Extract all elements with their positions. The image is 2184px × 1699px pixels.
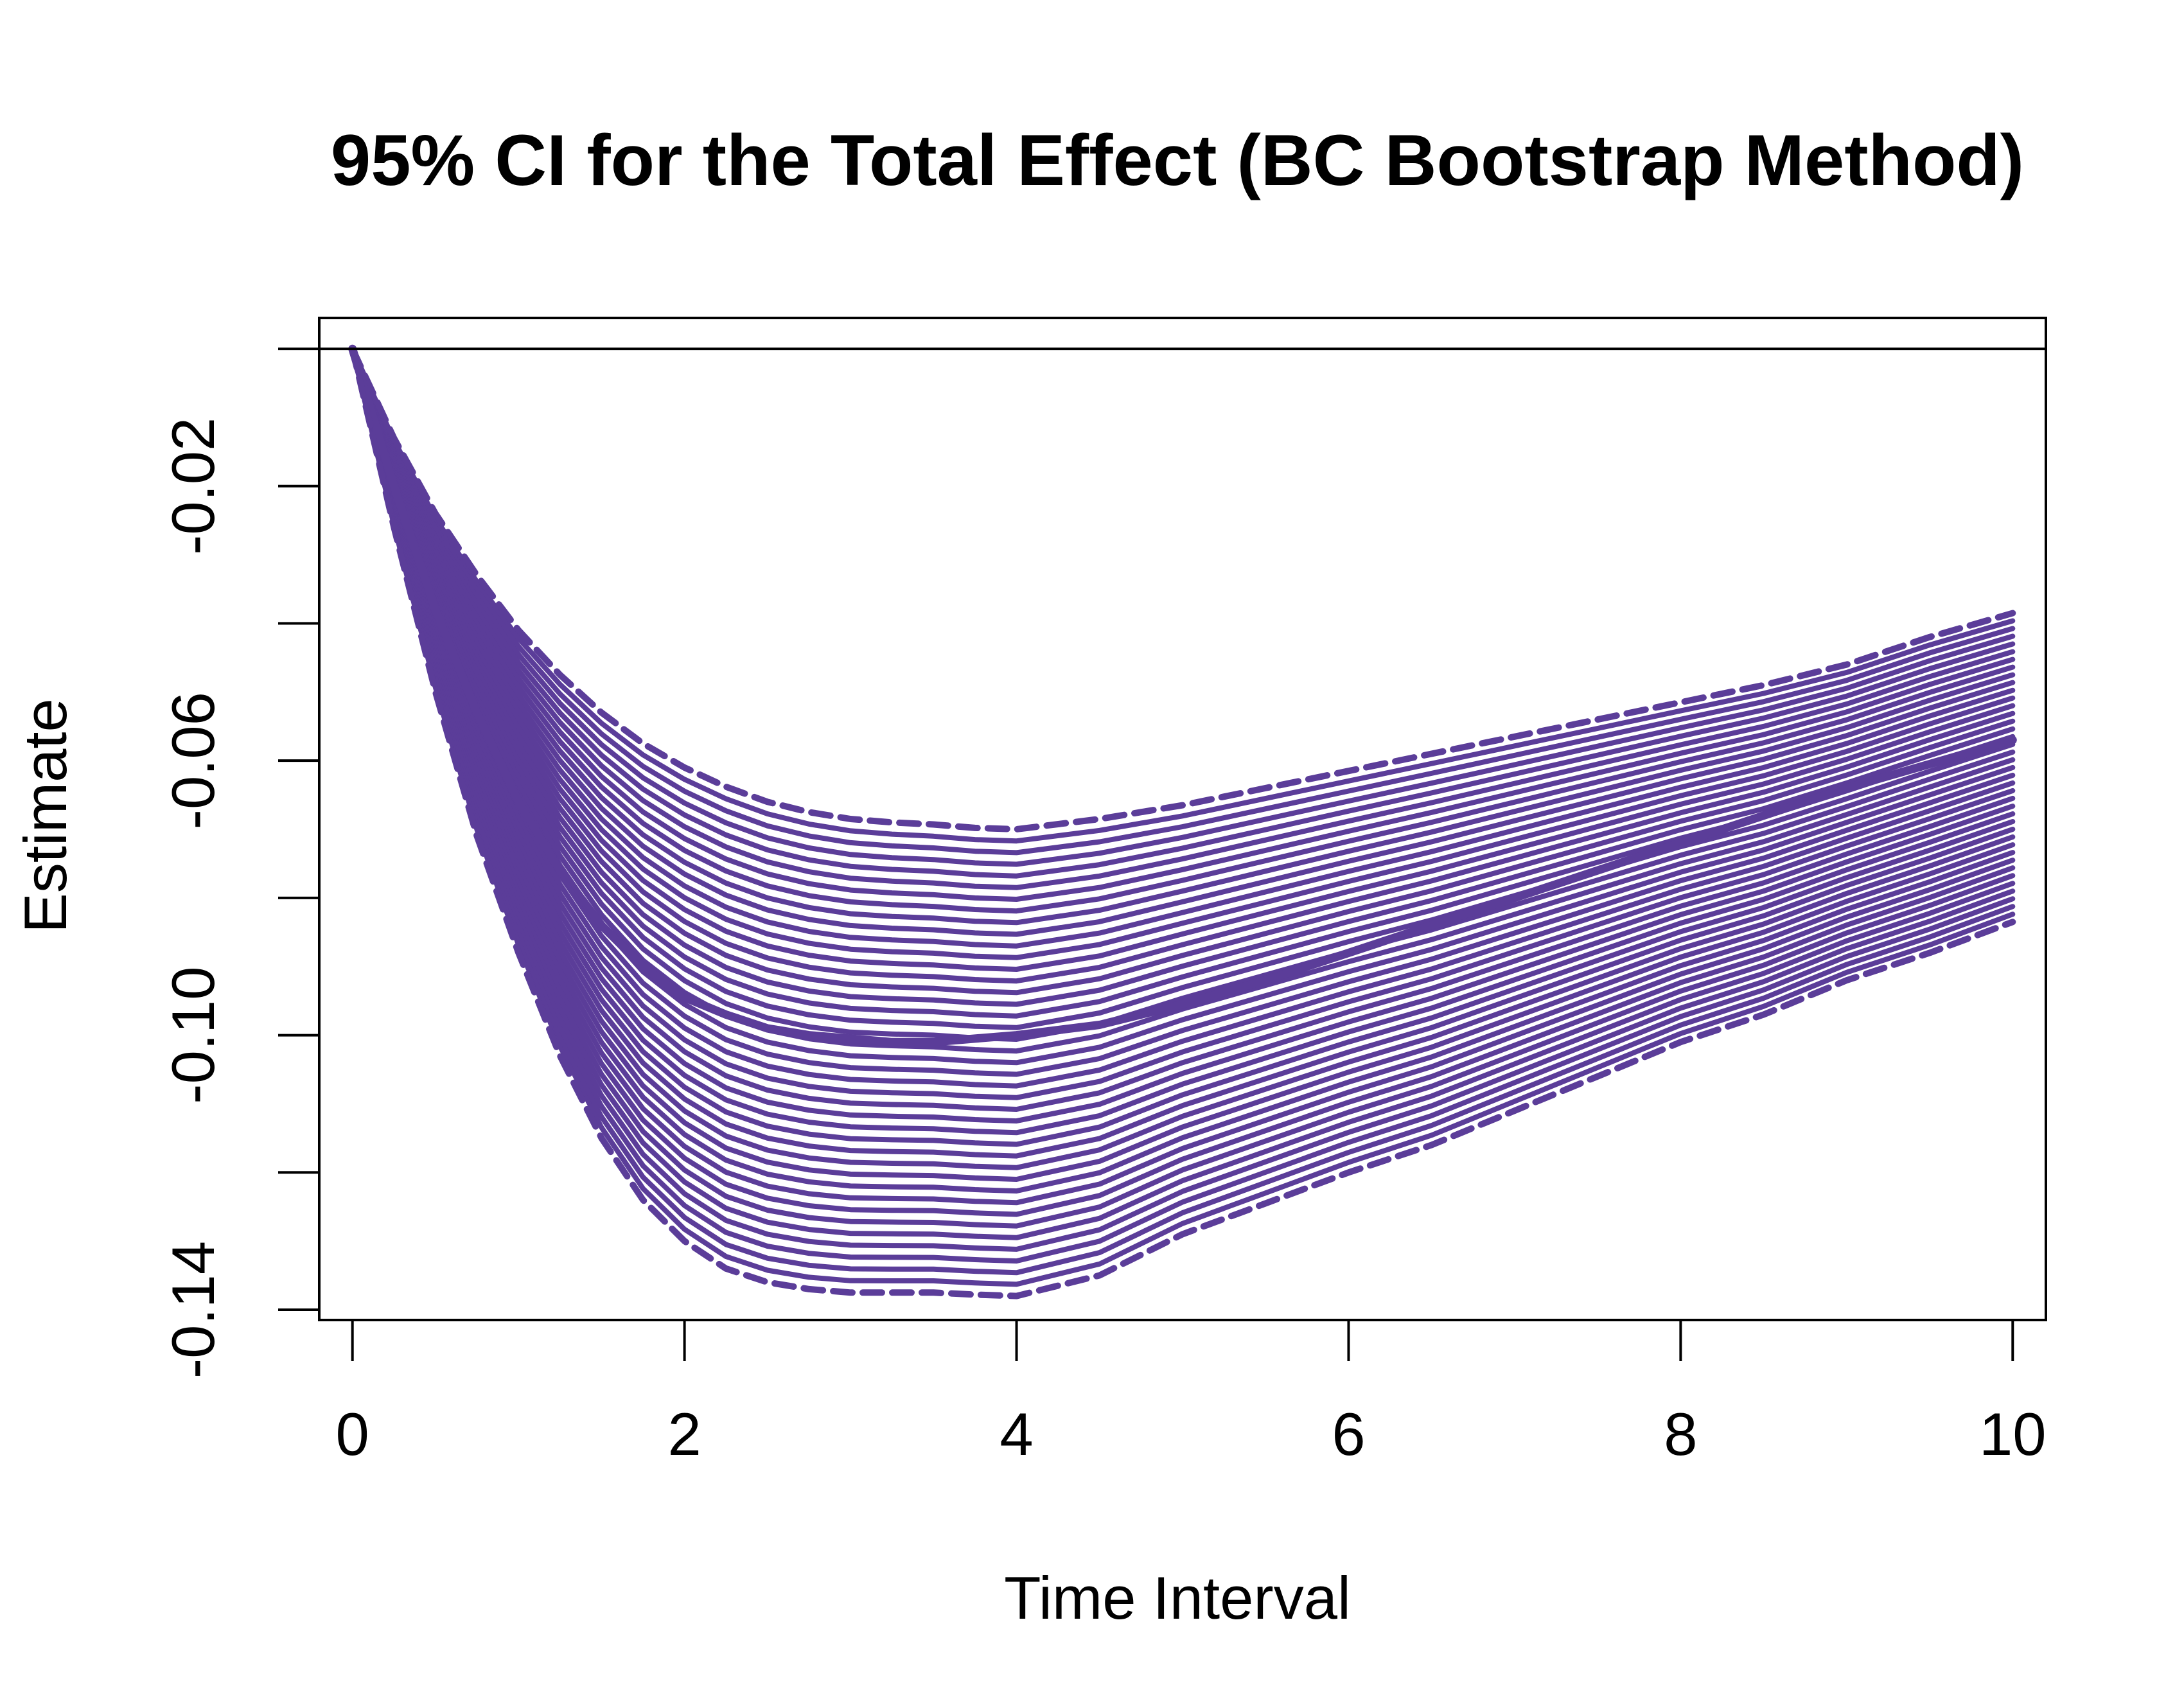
x-axis-label: Time Interval (1004, 1564, 1351, 1632)
ci-band-line (349, 346, 2016, 1287)
ci-band-line (349, 346, 2016, 1264)
ci-band-line (349, 346, 2016, 1100)
ci-band-line (349, 346, 2016, 926)
y-tick-label: -0.06 (159, 692, 227, 829)
ci-band-line (349, 346, 2016, 856)
ci-band-line (349, 346, 2016, 1252)
ci-band-line (349, 346, 2016, 867)
ci-band-line (349, 346, 2016, 949)
ci-band-line (349, 346, 2016, 960)
ci-band-line (349, 346, 2016, 1182)
x-tick-label: 6 (1332, 1400, 1365, 1468)
ci-band-line (349, 346, 2016, 1194)
ci-band-line (349, 346, 2016, 914)
ci-band-line (349, 346, 2016, 1217)
ci-band-line (349, 346, 2016, 937)
ci-band-line (349, 346, 2016, 1124)
ci-band-line (349, 346, 2016, 1147)
ci-band-line (349, 346, 2016, 1170)
ci-band-line (349, 346, 2016, 1054)
ci-band-line (349, 346, 2016, 972)
ci-band-line (349, 346, 2016, 1136)
series-lines (348, 344, 2017, 1299)
x-tick-label: 0 (336, 1400, 369, 1468)
upper-bound-line (349, 346, 2016, 832)
ci-band-line (349, 346, 2016, 996)
ci-band-line (349, 346, 2016, 984)
ci-band-line (349, 346, 2016, 1007)
lower-bound-line (349, 346, 2016, 1299)
chart-title: 95% CI for the Total Effect (BC Bootstra… (331, 120, 2024, 200)
plot-frame (318, 317, 2047, 1321)
ci-band-line (349, 346, 2016, 890)
ci-band-line (349, 346, 2016, 1112)
ci-band-line (349, 346, 2016, 1276)
x-tick-label: 10 (1979, 1400, 2047, 1468)
y-tick-label: -0.02 (159, 418, 227, 555)
y-axis-label: Estimate (12, 698, 79, 933)
ci-band-line (349, 346, 2016, 1042)
ci-band-line (349, 346, 2016, 1229)
ci-band-line (349, 346, 2016, 844)
ci-band-line (349, 346, 2016, 1159)
ci-band-line (349, 346, 2016, 1019)
ci-band-line (349, 346, 2016, 1206)
ci-band-line (349, 346, 2016, 1240)
x-tick-label: 8 (1664, 1400, 1697, 1468)
ci-band-line (349, 346, 2016, 902)
x-tick-label: 4 (1000, 1400, 1033, 1468)
y-tick-label: -0.10 (159, 966, 227, 1104)
x-tick-label: 2 (667, 1400, 701, 1468)
y-tick-label: -0.14 (159, 1241, 227, 1378)
estimate-line (348, 344, 2017, 1046)
ci-band-line (349, 346, 2016, 879)
ci-band-line (349, 346, 2016, 1089)
